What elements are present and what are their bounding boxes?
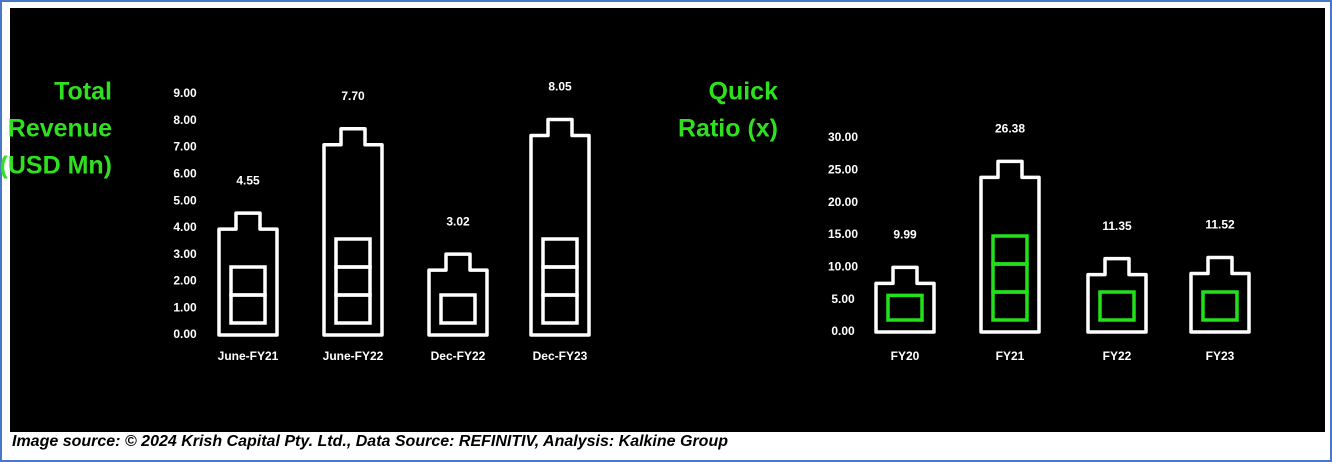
x-tick-label: Dec-FY23 xyxy=(533,349,588,363)
y-tick-label: 10.00 xyxy=(828,260,858,274)
y-tick-label: 4.00 xyxy=(173,220,197,234)
value-label: 26.38 xyxy=(995,122,1025,136)
battery-cell xyxy=(439,293,477,325)
x-tick-label: FY20 xyxy=(891,349,920,363)
value-label: 4.55 xyxy=(236,173,260,187)
battery-bar xyxy=(217,211,279,337)
battery-cell xyxy=(1098,290,1136,322)
right-panel xyxy=(678,8,1325,432)
battery-bar xyxy=(1086,256,1148,334)
y-tick-label: 1.00 xyxy=(173,300,197,314)
source-note: Image source: © 2024 Krish Capital Pty. … xyxy=(12,433,728,450)
x-tick-label: FY21 xyxy=(996,349,1025,363)
y-tick-label: 25.00 xyxy=(828,163,858,177)
value-label: 7.70 xyxy=(341,89,365,103)
x-tick-label: June-FY22 xyxy=(323,349,384,363)
chart-title: (USD Mn) xyxy=(0,152,112,180)
battery-cell xyxy=(229,265,267,297)
value-label: 11.35 xyxy=(1102,219,1132,233)
y-tick-label: 0.00 xyxy=(173,327,197,341)
y-tick-label: 6.00 xyxy=(173,167,197,181)
battery-bar xyxy=(874,265,936,334)
y-tick-label: 2.00 xyxy=(173,274,197,288)
y-tick-label: 3.00 xyxy=(173,247,197,261)
y-tick-label: 5.00 xyxy=(831,292,855,306)
battery-cell xyxy=(541,237,579,269)
battery-bar xyxy=(529,117,591,337)
x-tick-label: FY22 xyxy=(1103,349,1132,363)
y-tick-label: 15.00 xyxy=(828,227,858,241)
battery-cell xyxy=(334,237,372,269)
value-label: 11.52 xyxy=(1205,218,1235,232)
battery-cell xyxy=(886,293,924,322)
y-tick-label: 5.00 xyxy=(173,193,197,207)
battery-bar xyxy=(427,252,489,337)
battery-cell xyxy=(991,234,1029,266)
chart-title: Quick xyxy=(709,78,779,106)
y-tick-label: 7.00 xyxy=(173,140,197,154)
y-tick-label: 30.00 xyxy=(828,130,858,144)
battery-bar xyxy=(979,159,1041,334)
battery-cell xyxy=(1201,290,1239,322)
value-label: 3.02 xyxy=(446,214,470,228)
y-tick-label: 9.00 xyxy=(173,86,197,100)
y-tick-label: 0.00 xyxy=(831,324,855,338)
battery-bar xyxy=(1189,255,1251,334)
chart-title: Total xyxy=(54,78,112,106)
value-label: 8.05 xyxy=(548,80,572,94)
y-tick-label: 8.00 xyxy=(173,113,197,127)
y-tick-label: 20.00 xyxy=(828,195,858,209)
x-tick-label: FY23 xyxy=(1206,349,1235,363)
value-label: 9.99 xyxy=(893,228,917,242)
x-tick-label: June-FY21 xyxy=(218,349,279,363)
left-panel xyxy=(10,8,678,432)
battery-bar xyxy=(322,127,384,337)
chart-title: Revenue xyxy=(8,115,112,143)
x-tick-label: Dec-FY22 xyxy=(431,349,486,363)
chart-title: Ratio (x) xyxy=(678,115,778,143)
